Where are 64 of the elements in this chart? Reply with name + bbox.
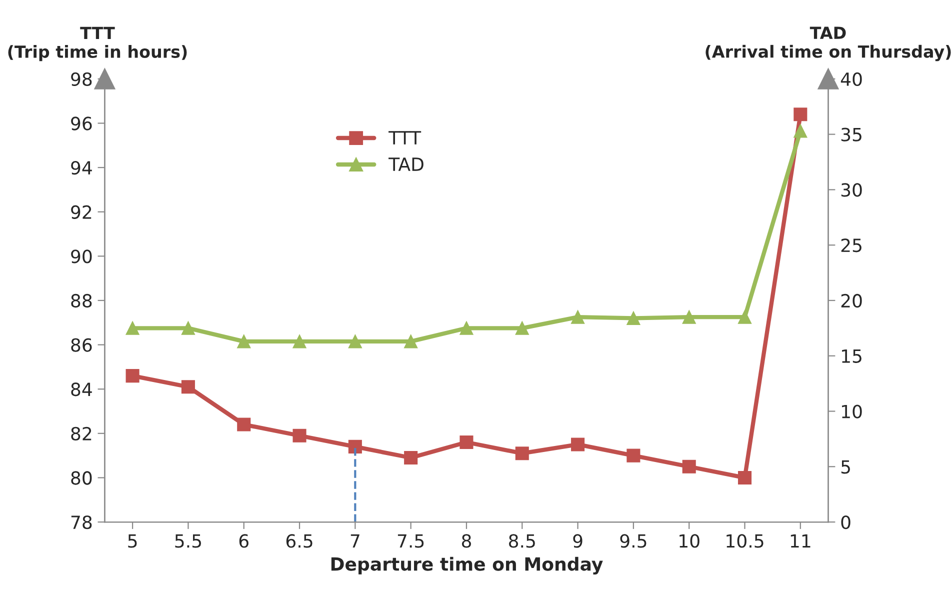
point [571,438,585,452]
x-tick-label: 8 [462,534,471,548]
point [626,448,640,462]
point [794,108,808,122]
point [126,369,140,383]
point [348,334,362,348]
x-axis-title: Departure time on Monday [331,556,603,574]
y-tick-label: 88 [71,294,92,308]
legend-label: TAD [388,158,424,171]
y2-tick-label: 0 [841,515,850,530]
point [626,311,640,325]
point [237,334,251,348]
y-tick-label: 84 [71,382,92,396]
point [237,418,251,432]
point [404,334,418,348]
point [181,380,195,394]
x-tick-label: 10 [680,534,700,548]
y-tick-label: 98 [71,72,92,86]
point [682,310,696,324]
point [571,310,585,324]
x-tick-label: 6.5 [286,534,312,548]
y2-tick-label: 30 [841,183,862,197]
y-tick-label: 80 [71,471,92,485]
y-tick-label: 92 [71,205,92,219]
y2-tick-label: 10 [842,404,862,418]
y-axis-title: TTT (Trip time in hours) [8,26,187,62]
point [460,435,474,450]
x-tick-label: 7.5 [398,534,424,548]
point [738,470,752,484]
y2-tick-label: 35 [841,128,862,142]
point [515,321,529,335]
y-tick-label: 78 [71,515,92,530]
point [794,124,808,138]
x-tick-label: 9 [573,534,582,548]
y-tick-label: 82 [71,426,92,441]
point [515,446,529,460]
y-tick-label: 94 [71,160,92,175]
x-tick-label: 8.5 [509,534,535,548]
y2-tick-label: 40 [840,72,862,86]
x-tick-label: 5.5 [175,534,201,548]
y-tick-label: 86 [71,338,92,352]
y2-tick-label: 20 [841,294,862,308]
y2-tick-label: 5 [841,460,850,474]
y2-tick-label: 25 [841,238,862,252]
point [292,334,306,348]
y2-axis-title: TAD (Arrival time on Thursday) [706,26,951,62]
x-tick-label: 7 [350,534,360,548]
point [738,310,752,324]
x-tick-label: 6 [239,534,248,548]
point [292,428,306,442]
point [126,321,140,335]
x-tick-label: 10.5 [726,534,764,548]
point [181,321,195,335]
point [460,321,474,335]
x-tick-label: 5 [128,534,137,548]
y2-tick-label: 15 [842,350,862,363]
y-tick-label: 90 [71,250,92,264]
point [682,460,696,474]
y-tick-label: 96 [71,116,92,130]
x-tick-label: 11 [790,534,810,548]
point [404,451,418,465]
point [348,440,362,454]
x-tick-label: 9.5 [620,534,646,548]
legend-label: TTT [388,131,422,144]
